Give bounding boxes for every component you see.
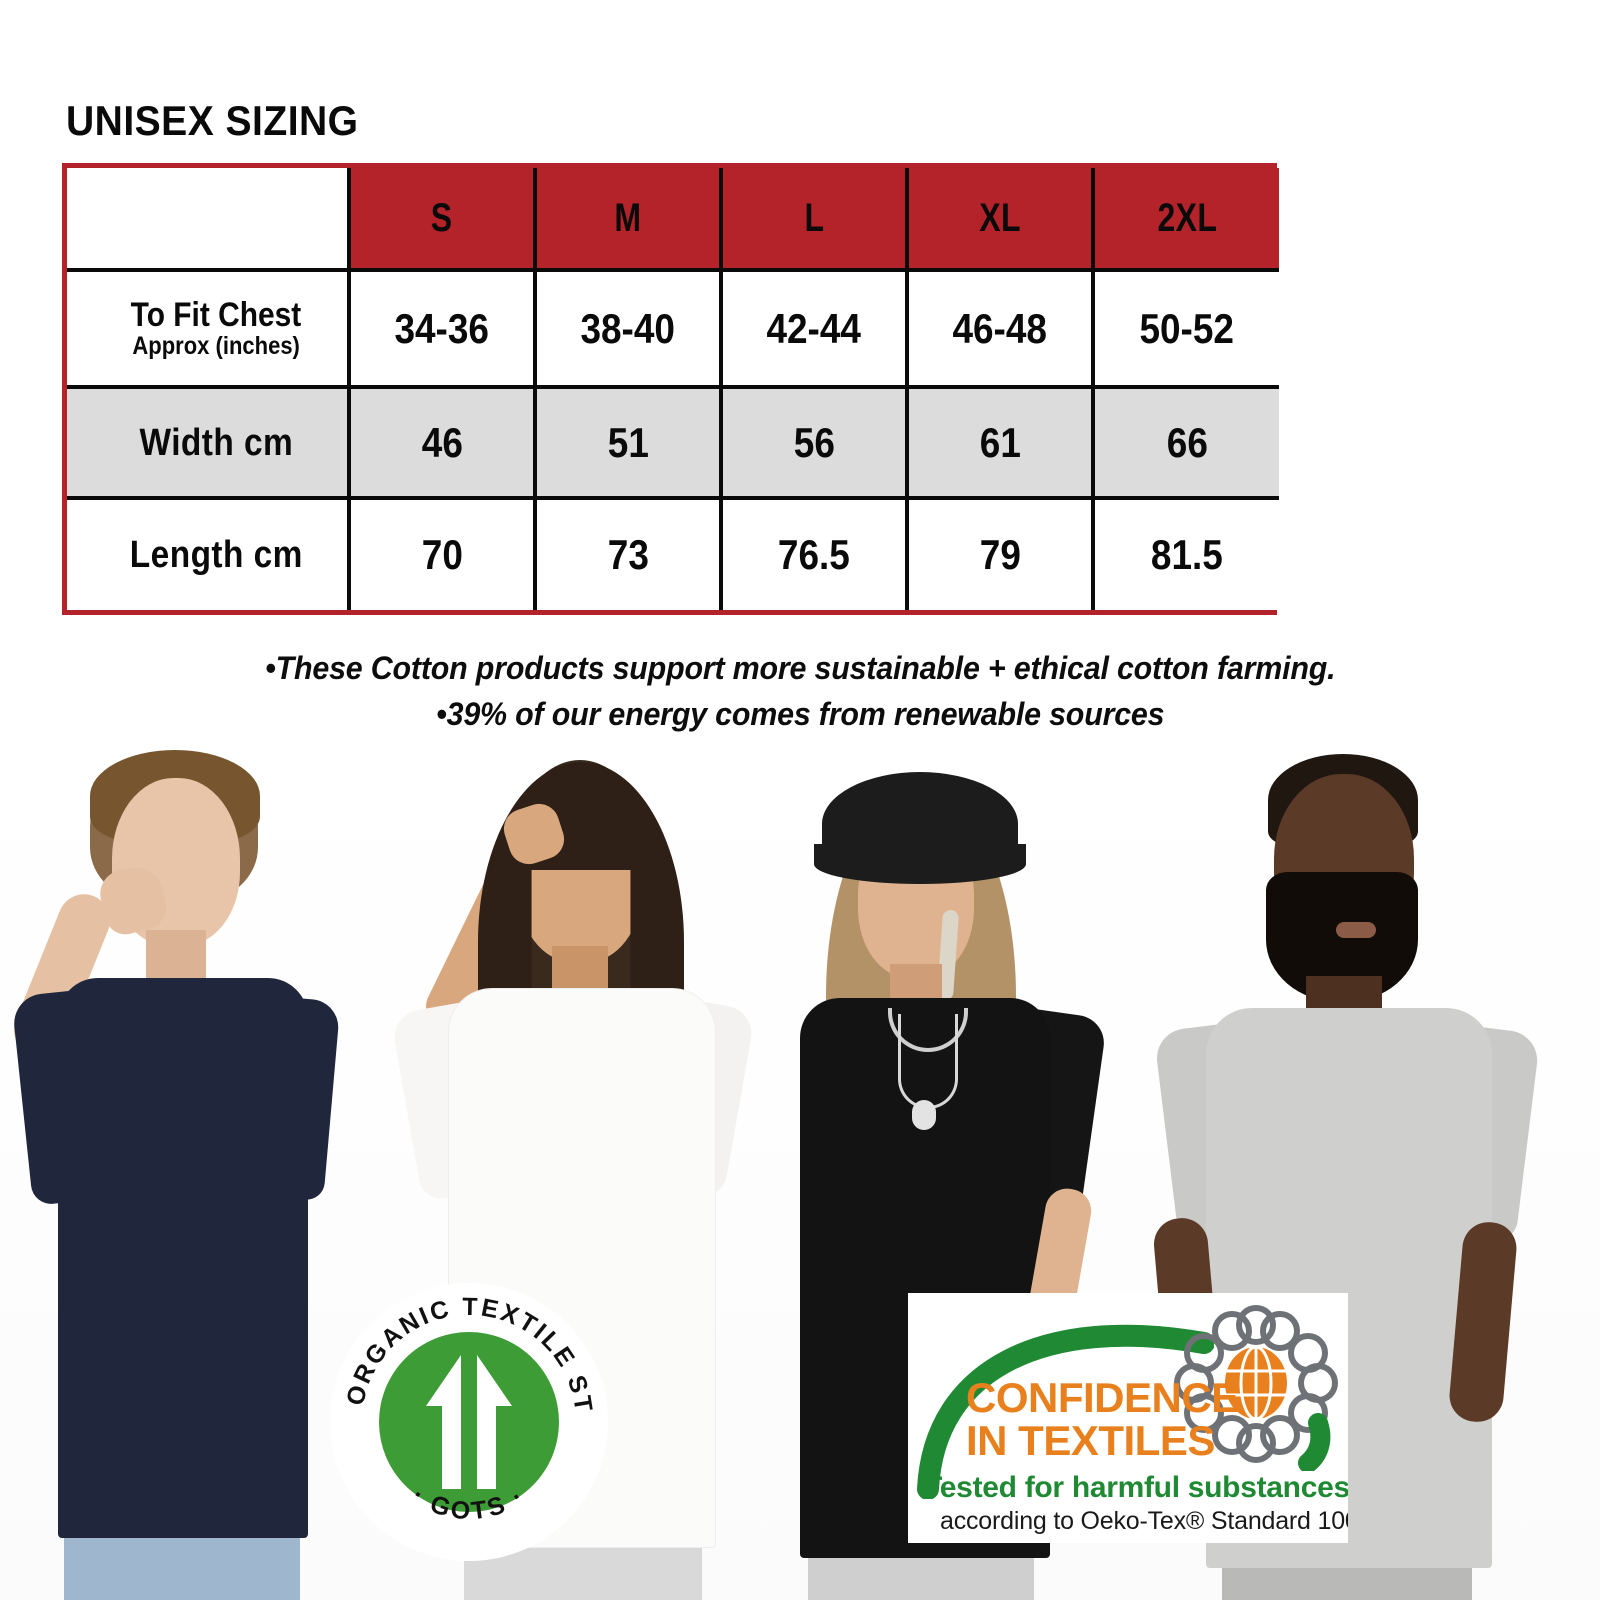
cell-chest-l: 42-44 xyxy=(719,268,909,389)
model-tshirt xyxy=(58,978,308,1538)
cell-width-s: 46 xyxy=(347,385,537,500)
cell-length-s: 70 xyxy=(347,496,537,610)
row-label-width-cm: Width cm xyxy=(67,385,351,500)
size-header-l: L xyxy=(719,168,909,270)
oeko-subtitle: Tested for harmful substances xyxy=(924,1471,1348,1504)
table-row-to-fit-chest: To Fit Chest Approx (inches) 34-36 38-40… xyxy=(67,268,1279,389)
row-label-sub: Approx (inches) xyxy=(132,332,300,360)
size-label: 2XL xyxy=(1157,195,1217,240)
model-pendant xyxy=(912,1100,936,1130)
row-label-main: Length cm xyxy=(129,534,303,576)
model-cap-brim xyxy=(814,844,1026,884)
cell-width-xl: 61 xyxy=(905,385,1095,500)
cell-length-l: 76.5 xyxy=(719,496,909,610)
model-navy-tshirt xyxy=(0,740,380,1600)
model-necklace-long xyxy=(898,1014,958,1109)
page-title: UNISEX SIZING xyxy=(66,97,359,144)
note-line-1: •These Cotton products support more sust… xyxy=(264,650,1336,686)
oeko-footnote: according to Oeko-Tex® Standard 100 xyxy=(940,1507,1348,1535)
model-photo-strip xyxy=(0,740,1600,1600)
size-label: M xyxy=(614,195,642,240)
cell-length-2xl: 81.5 xyxy=(1091,496,1279,610)
row-label-length-cm: Length cm xyxy=(67,496,351,610)
cell-width-2xl: 66 xyxy=(1091,385,1279,500)
table-row-width-cm: Width cm 46 51 56 61 66 xyxy=(67,385,1279,500)
green-arc-icon xyxy=(917,1324,1214,1499)
cell-chest-xl: 46-48 xyxy=(905,268,1095,389)
note-line-2: •39% of our energy comes from renewable … xyxy=(435,696,1165,733)
row-label-main: To Fit Chest xyxy=(130,296,302,334)
oeko-tex-badge: CONFIDENCE IN TEXTILES Tested for harmfu… xyxy=(908,1293,1348,1543)
cell-width-m: 51 xyxy=(533,385,723,500)
sustainability-notes: •These Cotton products support more sust… xyxy=(0,645,1600,738)
oeko-title-line-1: CONFIDENCE xyxy=(966,1374,1239,1421)
cell-chest-s: 34-36 xyxy=(347,268,537,389)
size-label: S xyxy=(431,195,453,240)
size-label: L xyxy=(804,195,824,240)
gots-logo: GLOBAL ORGANIC TEXTILE STANDARD · GOTS · xyxy=(330,1283,608,1561)
row-label-main: Width cm xyxy=(139,421,293,464)
oeko-title: CONFIDENCE IN TEXTILES xyxy=(966,1374,1239,1464)
table-row-length-cm: Length cm 70 73 76.5 79 81.5 xyxy=(67,496,1279,610)
header-corner-cell xyxy=(67,168,351,272)
oeko-title-line-2: IN TEXTILES xyxy=(966,1416,1215,1464)
size-header-xl: XL xyxy=(905,168,1095,270)
cell-length-xl: 79 xyxy=(905,496,1095,610)
model-white-tshirt xyxy=(380,740,780,1600)
cell-width-l: 56 xyxy=(719,385,909,500)
size-header-2xl: 2XL xyxy=(1091,168,1279,270)
cell-length-m: 73 xyxy=(533,496,723,610)
size-header-m: M xyxy=(533,168,723,270)
model-mouth xyxy=(1336,922,1376,938)
table-header-row: S M L XL 2XL xyxy=(67,168,1279,272)
size-chart-table: S M L XL 2XL To Fit Chest Approx (inches… xyxy=(62,163,1279,615)
cell-chest-2xl: 50-52 xyxy=(1091,268,1279,389)
oeko-tex-knot-globe-icon xyxy=(1174,1305,1338,1471)
row-label-to-fit-chest: To Fit Chest Approx (inches) xyxy=(67,268,351,389)
size-header-s: S xyxy=(347,168,537,270)
size-label: XL xyxy=(979,195,1021,240)
cell-chest-m: 38-40 xyxy=(533,268,723,389)
